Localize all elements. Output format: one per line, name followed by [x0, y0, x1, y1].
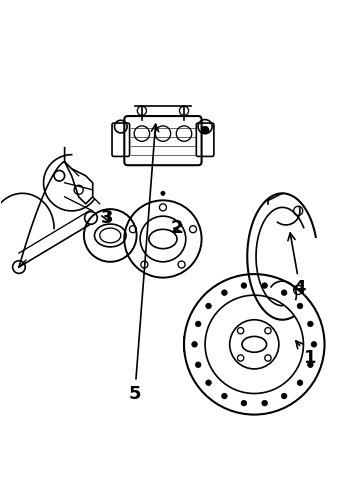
Circle shape [222, 290, 227, 295]
Circle shape [192, 341, 198, 347]
Circle shape [241, 283, 247, 288]
Circle shape [206, 380, 211, 386]
Text: 2: 2 [171, 219, 183, 238]
Circle shape [297, 303, 303, 309]
Circle shape [308, 362, 313, 368]
Circle shape [262, 283, 267, 288]
Circle shape [161, 191, 165, 195]
Circle shape [281, 290, 287, 295]
Circle shape [297, 380, 303, 386]
Circle shape [311, 341, 317, 347]
Text: 4: 4 [288, 233, 306, 297]
Circle shape [222, 393, 227, 399]
Circle shape [241, 400, 247, 406]
Circle shape [281, 393, 287, 399]
Circle shape [195, 321, 201, 327]
Text: 5: 5 [129, 124, 159, 402]
Circle shape [308, 321, 313, 327]
Circle shape [201, 126, 209, 134]
Text: 3: 3 [101, 209, 113, 227]
Circle shape [262, 400, 267, 406]
Circle shape [195, 362, 201, 368]
Text: 1: 1 [296, 341, 317, 368]
Circle shape [206, 303, 211, 309]
